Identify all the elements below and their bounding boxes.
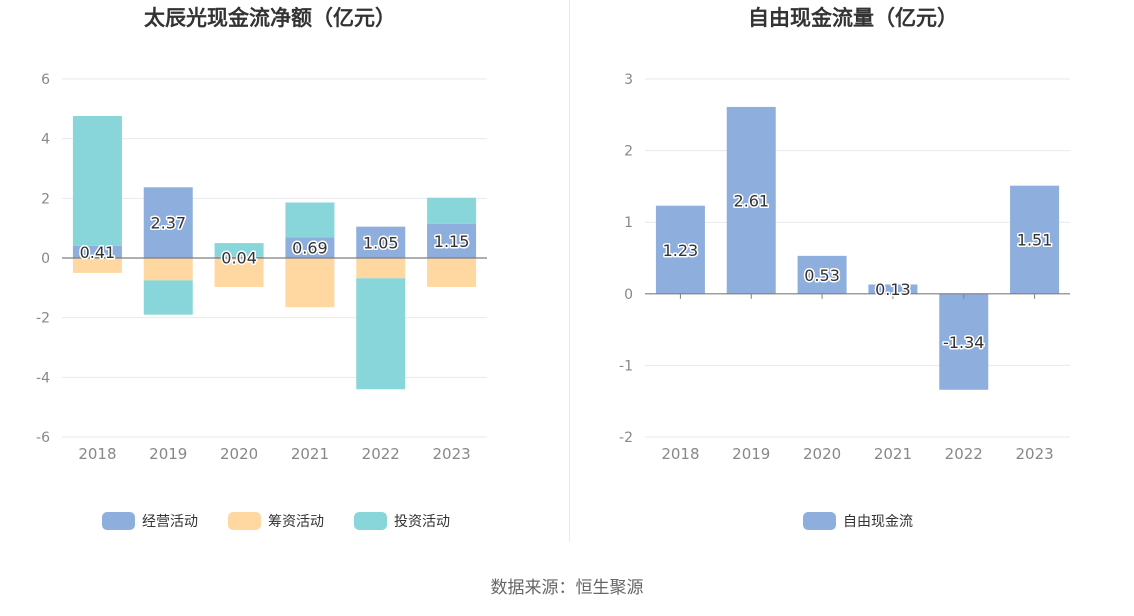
data-label: -1.34 <box>943 333 984 352</box>
y-tick-label: -6 <box>36 430 50 446</box>
x-tick-label: 2019 <box>732 445 770 463</box>
panel-divider <box>569 0 570 542</box>
data-label: 0.13 <box>875 280 911 299</box>
bar <box>655 205 705 294</box>
bar <box>214 243 264 257</box>
x-tick-label: 2019 <box>149 445 187 463</box>
x-tick-label: 2021 <box>874 445 912 463</box>
data-label: 0.69 <box>292 239 328 258</box>
y-tick-label: 6 <box>41 72 50 88</box>
y-tick-label: -2 <box>36 311 50 327</box>
y-tick-label: 0 <box>624 287 633 303</box>
y-tick-label: -2 <box>619 430 633 446</box>
y-tick-label: 2 <box>41 191 50 207</box>
bar <box>356 278 406 390</box>
bar <box>285 237 335 258</box>
bar <box>939 293 989 390</box>
y-tick-label: -4 <box>36 370 50 386</box>
y-tick-label: 4 <box>41 132 50 148</box>
x-tick-label: 2018 <box>661 445 699 463</box>
y-tick-label: 0 <box>41 251 50 267</box>
bar <box>427 197 477 224</box>
bar <box>1010 185 1060 294</box>
bar <box>285 258 335 308</box>
bar <box>427 223 477 258</box>
data-label: 0.04 <box>221 248 257 267</box>
data-label: 2.37 <box>150 214 186 233</box>
y-tick-label: 2 <box>624 144 633 160</box>
bar <box>726 106 776 294</box>
chart-title: 太辰光现金流净额（亿元） <box>144 6 396 30</box>
bar <box>143 280 193 315</box>
legend-label: 筹资活动 <box>268 513 324 530</box>
x-tick-label: 2023 <box>432 445 470 463</box>
data-label: 2.61 <box>733 191 769 210</box>
data-label: 0.41 <box>80 243 116 262</box>
x-tick-label: 2020 <box>220 445 258 463</box>
y-tick-label: 3 <box>624 72 633 88</box>
bar <box>356 226 406 258</box>
legend-label: 经营活动 <box>142 514 198 530</box>
chart-title: 自由现金流量（亿元） <box>748 6 958 30</box>
data-label: 0.53 <box>804 266 840 285</box>
y-tick-label: -1 <box>619 358 633 374</box>
bar <box>868 284 918 294</box>
x-tick-label: 2020 <box>803 445 841 463</box>
bar <box>797 255 847 294</box>
bar <box>427 258 477 287</box>
bar <box>72 258 122 273</box>
legend-label: 自由现金流 <box>843 514 913 530</box>
legend-swatch <box>803 512 836 530</box>
legend-swatch <box>354 512 387 530</box>
bar <box>143 258 193 281</box>
x-tick-label: 2021 <box>291 445 329 463</box>
data-label: 1.23 <box>663 241 699 260</box>
bar <box>356 258 406 279</box>
data-label: 1.05 <box>363 233 399 252</box>
legend-label: 投资活动 <box>394 514 450 530</box>
x-tick-label: 2022 <box>362 445 400 463</box>
legend-swatch <box>102 512 135 530</box>
data-source-text: 数据来源：恒生聚源 <box>490 578 644 598</box>
data-label: 1.15 <box>434 232 470 251</box>
bar <box>72 245 122 258</box>
x-tick-label: 2022 <box>945 445 983 463</box>
bar <box>143 187 193 258</box>
y-tick-label: 1 <box>624 215 633 231</box>
data-label: 1.51 <box>1017 231 1053 250</box>
x-tick-label: 2023 <box>1015 445 1053 463</box>
bar <box>214 258 264 287</box>
bar <box>72 115 122 246</box>
x-tick-label: 2018 <box>78 445 116 463</box>
legend-swatch <box>228 512 261 530</box>
bar <box>285 202 335 238</box>
